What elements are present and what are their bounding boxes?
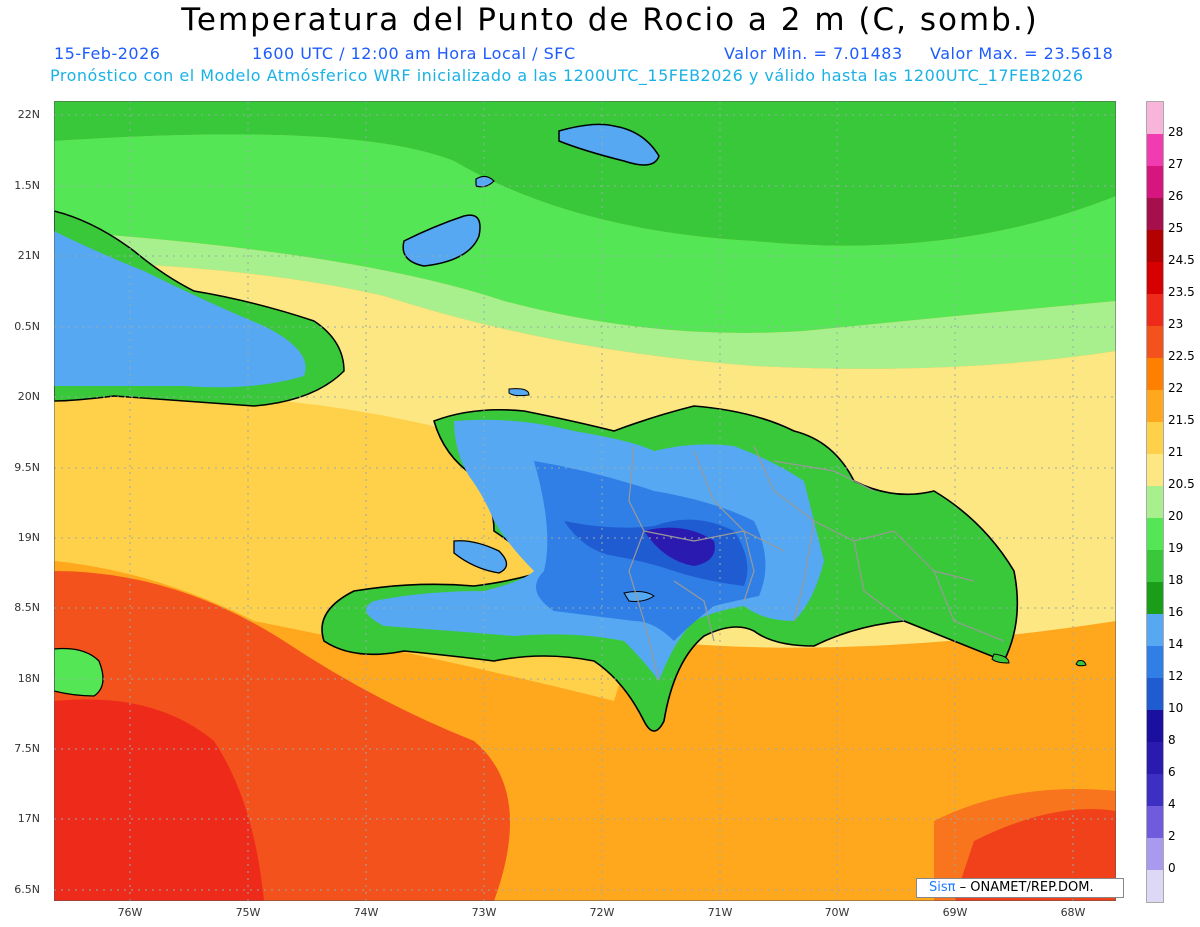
- lat-label: 0.5N: [14, 320, 40, 333]
- colorbar-label: 4: [1168, 797, 1176, 811]
- colorbar-label: 0: [1168, 861, 1176, 875]
- min-value: Valor Min. = 7.01483: [724, 44, 903, 63]
- colorbar-cell: [1147, 646, 1163, 678]
- sea-band-orange-se: [934, 789, 1116, 901]
- colorbar-label: 24.5: [1168, 253, 1195, 267]
- sea-band-green-light: [54, 101, 1116, 246]
- dewpoint-map: [54, 101, 1116, 901]
- colorbar-cell: [1147, 710, 1163, 742]
- colorbar-cell: [1147, 294, 1163, 326]
- lat-label: 7.5N: [14, 742, 40, 755]
- tortuga-island: [508, 388, 530, 397]
- great-inagua: [402, 214, 481, 267]
- lat-label: 8.5N: [14, 601, 40, 614]
- colorbar: [1146, 101, 1164, 903]
- colorbar-label: 14: [1168, 637, 1184, 651]
- hispaniola-darkest-blue: [644, 527, 715, 566]
- lat-label: 22N: [17, 108, 40, 121]
- colorbar-cell: [1147, 230, 1163, 262]
- colorbar-cell: [1147, 582, 1163, 614]
- colorbar-cell: [1147, 518, 1163, 550]
- colorbar-cell: [1147, 614, 1163, 646]
- lon-label: 73W: [471, 906, 497, 919]
- colorbar-cell: [1147, 486, 1163, 518]
- colorbar-cell: [1147, 166, 1163, 198]
- colorbar-label: 8: [1168, 733, 1176, 747]
- colorbar-cell: [1147, 390, 1163, 422]
- colorbar-label: 2: [1168, 829, 1176, 843]
- colorbar-cell: [1147, 198, 1163, 230]
- caicos-islands: [558, 123, 660, 166]
- model-description: Pronóstico con el Modelo Atmósferico WRF…: [50, 66, 1084, 85]
- lat-label: 1.5N: [14, 179, 40, 192]
- colorbar-cell: [1147, 134, 1163, 166]
- mona-island: [1075, 660, 1087, 667]
- lon-label: 68W: [1060, 906, 1086, 919]
- colorbar-label: 19: [1168, 541, 1184, 555]
- colorbar-cell: [1147, 806, 1163, 838]
- colorbar-label: 27: [1168, 157, 1184, 171]
- colorbar-cell: [1147, 262, 1163, 294]
- colorbar-label: 20.5: [1168, 477, 1195, 491]
- sea-band-green: [54, 134, 1116, 333]
- colorbar-cell: [1147, 550, 1163, 582]
- lon-label: 76W: [117, 906, 143, 919]
- colorbar-cell: [1147, 326, 1163, 358]
- lon-label: 72W: [589, 906, 615, 919]
- colorbar-label: 26: [1168, 189, 1184, 203]
- mayaguana: [475, 175, 495, 188]
- lat-label: 17N: [17, 812, 40, 825]
- lat-label: 9.5N: [14, 461, 40, 474]
- colorbar-cell: [1147, 422, 1163, 454]
- colorbar-cell: [1147, 102, 1163, 134]
- max-value: Valor Max. = 23.5618: [930, 44, 1114, 63]
- jamaica-tip: [54, 647, 104, 697]
- colorbar-label: 25: [1168, 221, 1184, 235]
- lon-label: 75W: [235, 906, 261, 919]
- map-title: Temperatura del Punto de Rocio a 2 m (C,…: [181, 2, 1039, 38]
- colorbar-label: 10: [1168, 701, 1184, 715]
- colorbar-label: 21: [1168, 445, 1184, 459]
- lon-label: 74W: [353, 906, 379, 919]
- credit-text: – ONAMET/REP.DOM.: [959, 880, 1094, 895]
- lat-label: 18N: [17, 672, 40, 685]
- colorbar-cell: [1147, 774, 1163, 806]
- colorbar-label: 18: [1168, 573, 1184, 587]
- colorbar-cell: [1147, 454, 1163, 486]
- saona-island: [991, 653, 1010, 664]
- sea-band-red: [54, 699, 264, 901]
- lat-label: 6.5N: [14, 883, 40, 896]
- colorbar-label: 20: [1168, 509, 1184, 523]
- cuba-interior: [54, 231, 306, 388]
- colorbar-label: 21.5: [1168, 413, 1195, 427]
- forecast-date: 15-Feb-2026: [54, 44, 161, 63]
- colorbar-cell: [1147, 870, 1163, 902]
- sispi-logo: Sisπ: [929, 880, 956, 895]
- colorbar-label: 16: [1168, 605, 1184, 619]
- colorbar-label: 12: [1168, 669, 1184, 683]
- colorbar-cell: [1147, 742, 1163, 774]
- colorbar-label: 6: [1168, 765, 1176, 779]
- lat-label: 21N: [17, 249, 40, 262]
- lon-label: 69W: [942, 906, 968, 919]
- colorbar-label: 22: [1168, 381, 1184, 395]
- lat-label: 19N: [17, 531, 40, 544]
- colorbar-label: 23.5: [1168, 285, 1195, 299]
- colorbar-label: 22.5: [1168, 349, 1195, 363]
- colorbar-label: 23: [1168, 317, 1184, 331]
- gonave-island: [453, 540, 508, 574]
- forecast-time: 1600 UTC / 12:00 am Hora Local / SFC: [252, 44, 576, 63]
- colorbar-cell: [1147, 678, 1163, 710]
- credit-box: Sisπ – ONAMET/REP.DOM.: [916, 878, 1124, 898]
- colorbar-cell: [1147, 358, 1163, 390]
- colorbar-label: 28: [1168, 125, 1184, 139]
- lat-label: 20N: [17, 390, 40, 403]
- lon-label: 70W: [824, 906, 850, 919]
- sea-band-pale-green: [54, 231, 1116, 369]
- colorbar-cell: [1147, 838, 1163, 870]
- graticule: [54, 101, 1116, 901]
- lon-label: 71W: [707, 906, 733, 919]
